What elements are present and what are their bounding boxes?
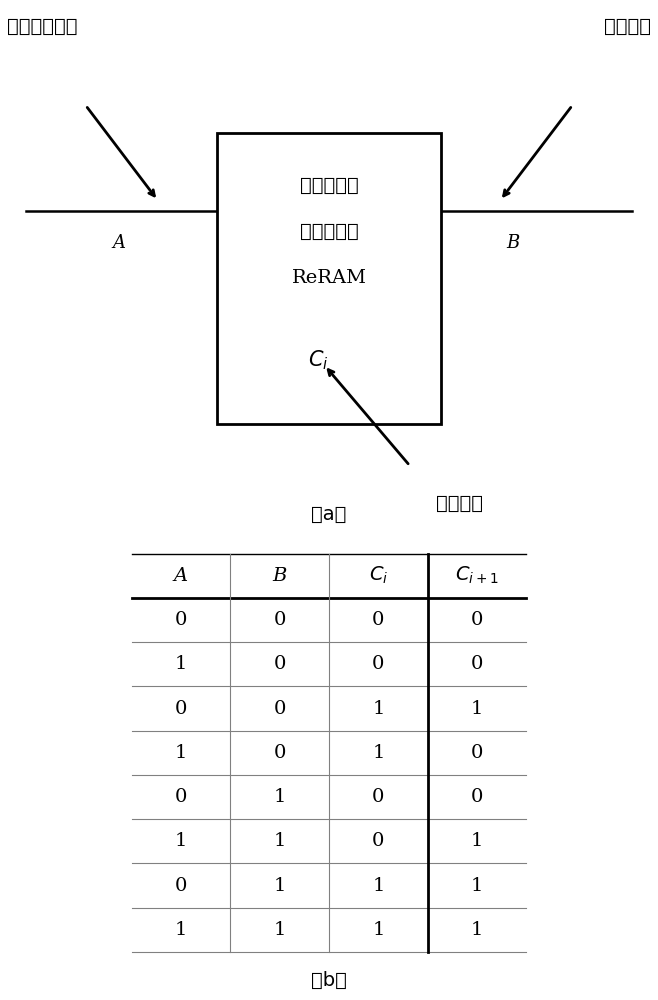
Text: 0: 0 <box>175 700 187 718</box>
Text: 1: 1 <box>372 877 384 895</box>
Text: 0: 0 <box>175 788 187 806</box>
Text: $C_{i+1}$: $C_{i+1}$ <box>455 565 499 586</box>
Text: 0: 0 <box>372 832 384 850</box>
Text: 0: 0 <box>471 788 483 806</box>
Text: （a）: （a） <box>311 505 347 524</box>
Text: 电阵式随机: 电阵式随机 <box>299 175 359 194</box>
Text: 1: 1 <box>175 832 187 850</box>
Text: A: A <box>112 234 125 252</box>
Text: 0: 0 <box>175 877 187 895</box>
Text: 0: 0 <box>274 700 286 718</box>
Text: 0: 0 <box>471 611 483 629</box>
Text: 1: 1 <box>372 700 384 718</box>
Text: B: B <box>272 567 287 585</box>
Text: $C_i$: $C_i$ <box>368 565 388 586</box>
Text: 0: 0 <box>471 744 483 762</box>
Text: 1: 1 <box>372 744 384 762</box>
Text: 0: 0 <box>372 655 384 673</box>
Text: 访问控制信号: 访问控制信号 <box>7 17 77 36</box>
Text: 0: 0 <box>274 655 286 673</box>
Text: 0: 0 <box>175 611 187 629</box>
Text: 存取存储器: 存取存储器 <box>299 222 359 241</box>
Text: 1: 1 <box>274 832 286 850</box>
Text: 1: 1 <box>471 700 483 718</box>
Text: 1: 1 <box>471 832 483 850</box>
Bar <box>217 132 441 424</box>
Text: 1: 1 <box>471 921 483 939</box>
Text: B: B <box>507 234 520 252</box>
Text: 写入信号: 写入信号 <box>605 17 651 36</box>
Text: 1: 1 <box>175 921 187 939</box>
Text: 写入信号: 写入信号 <box>436 493 483 512</box>
Text: 1: 1 <box>372 921 384 939</box>
Text: 0: 0 <box>471 655 483 673</box>
Text: 0: 0 <box>372 611 384 629</box>
Text: 1: 1 <box>175 744 187 762</box>
Text: 0: 0 <box>274 611 286 629</box>
Text: 1: 1 <box>175 655 187 673</box>
Text: A: A <box>174 567 188 585</box>
Text: 0: 0 <box>274 744 286 762</box>
Text: ReRAM: ReRAM <box>291 269 367 287</box>
Text: 0: 0 <box>372 788 384 806</box>
Text: 1: 1 <box>274 788 286 806</box>
Text: （b）: （b） <box>311 971 347 990</box>
Text: 1: 1 <box>471 877 483 895</box>
Text: 1: 1 <box>274 877 286 895</box>
Text: 1: 1 <box>274 921 286 939</box>
Text: $C_i$: $C_i$ <box>307 348 328 372</box>
